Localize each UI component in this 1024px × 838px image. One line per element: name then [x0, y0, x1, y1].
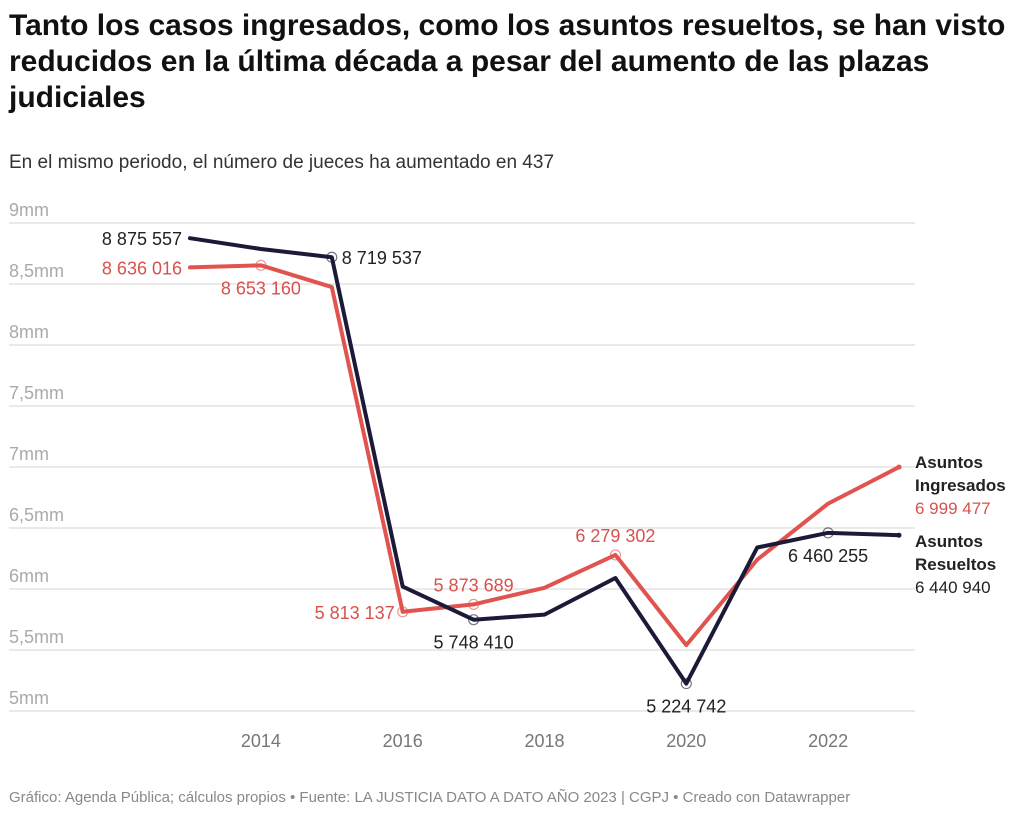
y-tick-label: 8mm: [9, 322, 49, 342]
data-point-marker: [822, 527, 834, 539]
data-label: 8 653 160: [221, 278, 301, 298]
x-tick-label: 2020: [666, 731, 706, 751]
series-line-ingresados: [188, 263, 901, 648]
series-name-label: Asuntos: [915, 532, 983, 551]
data-point-marker: [326, 251, 338, 263]
y-tick-label: 8,5mm: [9, 261, 64, 281]
data-label: 8 875 557: [102, 229, 182, 249]
y-tick-label: 5mm: [9, 688, 49, 708]
data-point-marker: [255, 259, 267, 271]
data-point-marker: [680, 677, 692, 690]
data-label: 5 813 137: [315, 603, 395, 623]
series-name-label: Resueltos: [915, 555, 996, 574]
data-point-marker: [468, 614, 480, 626]
y-tick-label: 6mm: [9, 566, 49, 586]
y-tick-label: 6,5mm: [9, 505, 64, 525]
data-point-marker: [468, 598, 480, 611]
series-name-label: Asuntos: [915, 453, 983, 472]
y-tick-label: 5,5mm: [9, 627, 64, 647]
data-point-marker: [397, 606, 409, 618]
y-tick-label: 9mm: [9, 200, 49, 220]
chart-footer: Gráfico: Agenda Pública; cálculos propio…: [9, 789, 851, 806]
x-tick-label: 2016: [383, 731, 423, 751]
series-end-value: 6 999 477: [915, 499, 991, 518]
data-label: 6 279 302: [575, 526, 655, 546]
x-tick-label: 2018: [524, 731, 564, 751]
data-label: 8 719 537: [342, 248, 422, 268]
y-tick-label: 7,5mm: [9, 383, 64, 403]
series-end-point: [896, 532, 902, 538]
y-tick-label: 7mm: [9, 444, 49, 464]
data-label: 6 460 255: [788, 546, 868, 566]
x-tick-label: 2022: [808, 731, 848, 751]
x-tick-label: 2014: [241, 731, 281, 751]
line-chart: 9mm 8,5mm 8mm 7,5mm 7mm 6,5mm 6mm 5,5mm 5mm 2014 2…: [9, 200, 1006, 751]
series-name-label: Ingresados: [915, 476, 1006, 495]
data-point-marker: [609, 549, 622, 561]
data-label: 5 224 742: [646, 697, 726, 717]
chart-subtitle: En el mismo periodo, el número de jueces…: [9, 152, 555, 173]
chart-title: Tanto los casos ingresados, como los asu…: [9, 9, 1006, 114]
series-end-value: 6 440 940: [915, 578, 991, 597]
data-label: 5 873 689: [434, 575, 514, 595]
series-end-point: [896, 464, 902, 470]
data-label: 8 636 016: [102, 258, 182, 278]
series-line-resueltos: [188, 236, 901, 686]
data-label: 5 748 410: [434, 633, 514, 653]
